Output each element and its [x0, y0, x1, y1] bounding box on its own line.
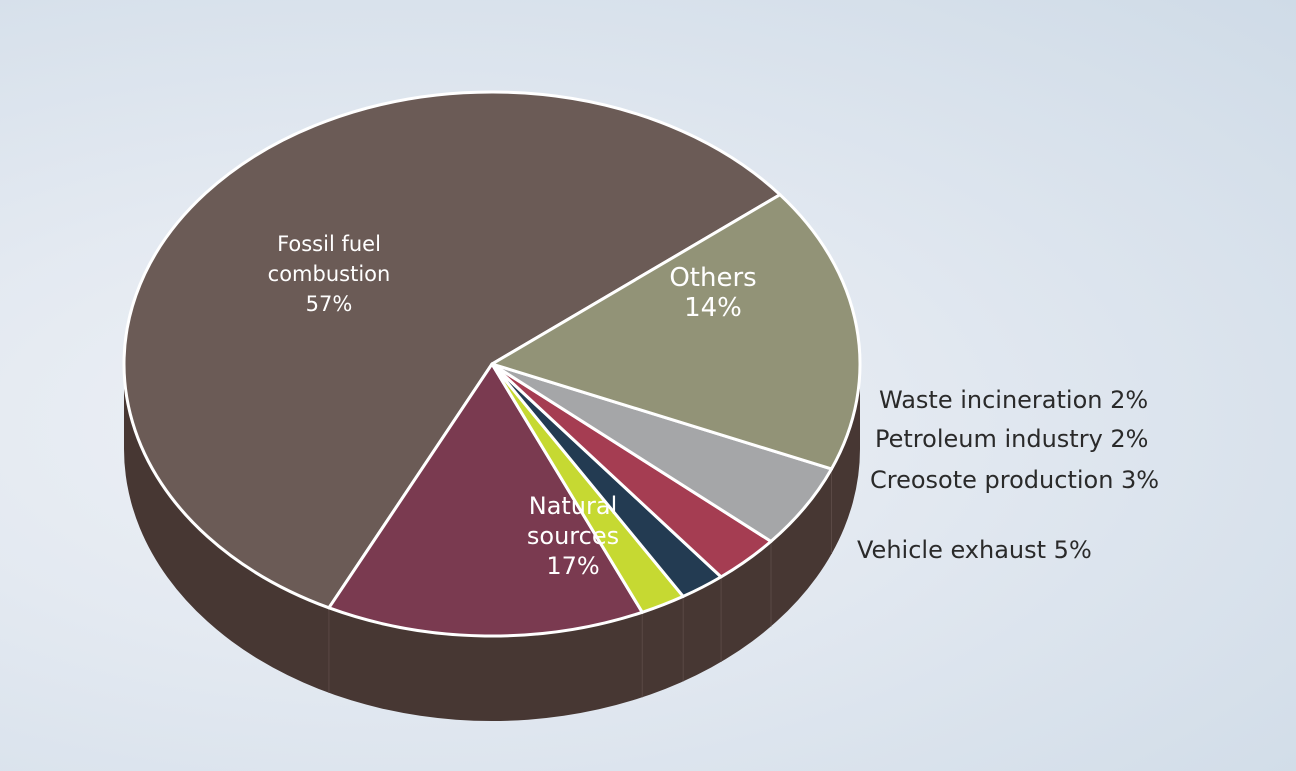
slice-label-vehicle-exhaust: Vehicle exhaust 5% — [857, 536, 1092, 564]
slice-label-line: Petroleum industry 2% — [875, 425, 1148, 453]
slice-label-others: Others 14% — [669, 263, 756, 323]
pie-slice-natural-sources — [490, 193, 862, 471]
pie-slices — [122, 90, 862, 638]
pie-labels: Fossil fuel combustion 57% Others 14% Waste i… — [268, 232, 1159, 580]
slice-label-line: 57% — [306, 292, 353, 316]
slice-label-line: 17% — [546, 552, 599, 580]
pie-side-wall — [124, 364, 860, 721]
pie-slice-others — [327, 362, 644, 638]
slice-label-line: Waste incineration 2% — [879, 386, 1148, 414]
slice-label-line: combustion — [268, 262, 391, 286]
slice-label-fossil-fuel-combustion: Fossil fuel combustion 57% — [268, 232, 391, 316]
slice-label-line: Vehicle exhaust 5% — [857, 536, 1092, 564]
pie-side-wall-shape — [124, 364, 860, 721]
slice-label-natural-sources: Natural sources 17% — [527, 492, 619, 580]
slice-label-line: Creosote production 3% — [870, 466, 1159, 494]
slice-label-creosote-production: Creosote production 3% — [870, 466, 1159, 494]
slice-label-line: sources — [527, 522, 619, 550]
slice-label-petroleum-industry: Petroleum industry 2% — [875, 425, 1148, 453]
slice-label-line: Others — [669, 263, 756, 293]
pie-slice-fossil-fuel-combustion — [122, 90, 782, 610]
slice-label-line: 14% — [684, 293, 742, 323]
slice-label-line: Natural — [529, 492, 618, 520]
slice-label-line: Fossil fuel — [277, 232, 381, 256]
slice-label-waste-incineration: Waste incineration 2% — [879, 386, 1148, 414]
